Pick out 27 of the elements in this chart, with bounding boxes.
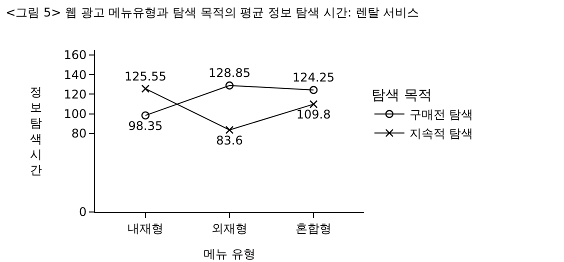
point	[225, 126, 234, 134]
x-axis-title: 메뉴 유형	[204, 247, 256, 261]
y-tick-label: 0	[78, 205, 87, 220]
point	[309, 100, 318, 108]
point	[309, 86, 318, 94]
y-tick-label: 160	[64, 48, 87, 62]
data-label: 124.25	[292, 70, 335, 85]
data-label: 128.85	[208, 66, 250, 80]
y-tick-label: 140	[64, 68, 87, 82]
data-label: 98.35	[128, 118, 163, 133]
point	[225, 81, 234, 90]
y-tick-label: 120	[64, 87, 87, 102]
point	[141, 111, 150, 120]
chart-title: <그림 5> 웹 광고 메뉴유형과 탐색 목적의 평균 정보 탐색 시간: 렌탈 서비스	[6, 5, 420, 20]
y-tick-label: 100	[64, 107, 87, 122]
legend-label: 구매전 탐색	[409, 108, 474, 122]
data-label: 109.8	[296, 108, 331, 122]
data-label: 83.6	[216, 133, 243, 148]
legend-label: 지속적 탐색	[409, 126, 474, 141]
legend-title: 탐색 목적	[371, 88, 432, 104]
point	[141, 84, 150, 93]
x-tick-label: 혼합형	[296, 221, 332, 236]
data-label: 125.55	[124, 69, 166, 84]
y-axis-title: 정보탐색시간	[30, 85, 42, 177]
y-tick-label: 80	[71, 126, 87, 141]
x-tick-label: 내재형	[127, 221, 164, 236]
x-tick-label: 외재형	[212, 221, 248, 236]
